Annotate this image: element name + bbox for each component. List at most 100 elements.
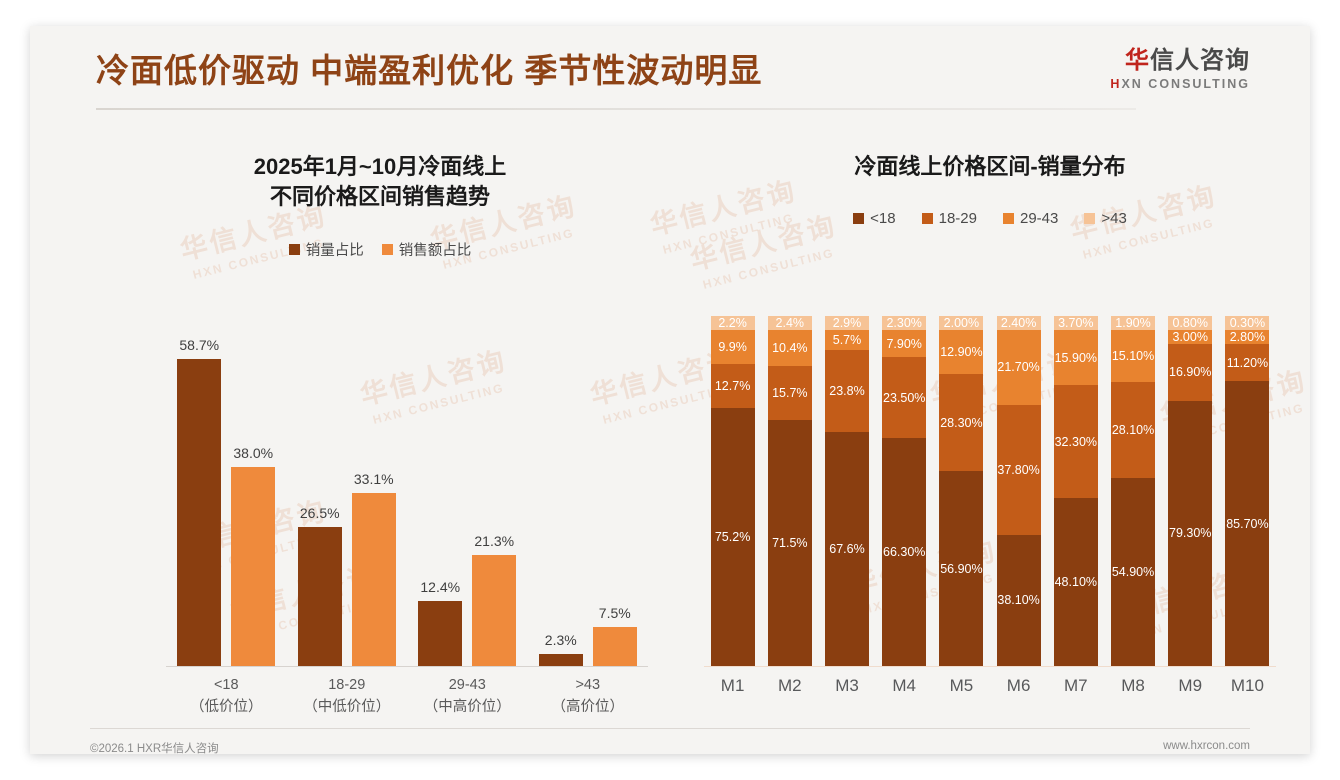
x-tick-label-M8: M8 xyxy=(1121,676,1145,695)
stacked-bar[interactable]: 0.80% 3.00% 16.90% 79.30% xyxy=(1168,316,1213,666)
stack-segment-29-43[interactable]: 15.90% xyxy=(1053,330,1098,386)
stack-segment-29-43[interactable]: 7.90% xyxy=(882,330,927,358)
stack-segment->43[interactable]: 2.2% xyxy=(710,316,755,330)
grouped-bar-plot-area: 58.7% 38.0% 26.5% 33.1% 12.4% 21.3% 2.3% 7.5% xyxy=(166,326,648,666)
stack-segment-29-43[interactable]: 15.10% xyxy=(1111,330,1156,382)
legend-item-销售额占比[interactable]: 销售额占比 xyxy=(381,239,471,260)
stack-segment-18-29[interactable]: 12.7% xyxy=(710,364,755,408)
bar-group: 2.3% 7.5% xyxy=(528,326,649,666)
legend-swatch-icon xyxy=(1003,212,1014,224)
chart-title-sales-trend: 2025年1月~10月冷面线上 不同价格区间销售趋势 xyxy=(70,130,690,211)
stack-segment->43[interactable]: 0.80% xyxy=(1168,316,1213,330)
stacked-bar[interactable]: 2.30% 7.90% 23.50% 66.30% xyxy=(882,316,927,666)
bar-销量占比->43[interactable]: 2.3% xyxy=(538,326,583,666)
header-divider xyxy=(96,108,1136,110)
stack-segment-18-29[interactable]: 23.8% xyxy=(825,349,869,433)
stack-segment-29-43[interactable]: 2.80% xyxy=(1225,330,1270,344)
stack-segment-<18[interactable]: 71.5% xyxy=(767,419,812,666)
stack-segment-18-29[interactable]: 28.30% xyxy=(939,374,984,472)
stacked-bar[interactable]: 2.00% 12.90% 28.30% 56.90% xyxy=(939,316,984,666)
bar-value-label: 2.3% xyxy=(544,632,577,648)
stack-value-label: 37.80% xyxy=(997,462,1040,477)
stacked-bar[interactable]: 0.30% 2.80% 11.20% 85.70% xyxy=(1225,316,1270,666)
x-tick-label-18-29: 18-29 （中低价位） xyxy=(287,674,408,719)
stack-segment-29-43[interactable]: 12.90% xyxy=(939,330,984,375)
stack-value-label: 85.70% xyxy=(1226,516,1269,531)
bar-fill xyxy=(351,493,396,666)
bar-销量占比-<18[interactable]: 58.7% xyxy=(177,326,222,666)
stacked-bar[interactable]: 1.90% 15.10% 28.10% 54.90% xyxy=(1111,316,1156,666)
stacked-bar[interactable]: 3.70% 15.90% 32.30% 48.10% xyxy=(1053,316,1098,667)
stack-segment-29-43[interactable]: 5.7% xyxy=(825,330,869,350)
stack-segment-<18[interactable]: 79.30% xyxy=(1168,400,1213,666)
stack-segment->43[interactable]: 2.9% xyxy=(825,316,869,330)
stack-value-label: 28.30% xyxy=(940,415,983,430)
bar-销售额占比-29-43[interactable]: 21.3% xyxy=(472,326,517,666)
x-tick-main: <18 xyxy=(213,677,239,693)
stack-segment-<18[interactable]: 66.30% xyxy=(882,437,927,666)
stacked-bar[interactable]: 2.2% 9.9% 12.7% 75.2% xyxy=(710,316,755,666)
stack-segment-<18[interactable]: 56.90% xyxy=(939,471,984,666)
stack-segment->43[interactable]: 2.40% xyxy=(996,316,1041,330)
x-tick-label-M7: M7 xyxy=(1064,676,1088,695)
stack-segment->43[interactable]: 0.30% xyxy=(1225,316,1270,330)
stack-segment->43[interactable]: 2.30% xyxy=(882,316,927,330)
stack-segment-18-29[interactable]: 32.30% xyxy=(1053,385,1098,499)
stack-value-label: 2.4% xyxy=(775,316,805,330)
bar-销售额占比-18-29[interactable]: 33.1% xyxy=(351,326,396,666)
legend-item-18-29[interactable]: 18-29 xyxy=(921,210,977,227)
stacked-column-M4: 2.30% 7.90% 23.50% 66.30% xyxy=(876,316,933,666)
stacked-column-M1: 2.2% 9.9% 12.7% 75.2% xyxy=(704,316,761,666)
footer-website: www.hxrcon.com xyxy=(1163,740,1250,752)
bar-销量占比-18-29[interactable]: 26.5% xyxy=(297,326,342,666)
x-axis-line-right xyxy=(704,666,1276,667)
chart-title-line-1: 冷面线上价格区间-销量分布 xyxy=(854,154,1126,179)
stacked-bar-chart: 2.2% 9.9% 12.7% 75.2% 2.4% 10.4% 15.7% 71.5% 2.9… xyxy=(690,316,1290,736)
stack-segment-<18[interactable]: 54.90% xyxy=(1111,477,1156,666)
x-tick-label-M9: M9 xyxy=(1178,676,1203,695)
x-tick-label-M3: M3 xyxy=(835,676,859,695)
bar-fill xyxy=(592,627,637,666)
stacked-bar[interactable]: 2.9% 5.7% 23.8% 67.6% xyxy=(825,316,869,666)
stacked-column-M9: 0.80% 3.00% 16.90% 79.30% xyxy=(1162,316,1219,666)
stack-segment-<18[interactable]: 38.10% xyxy=(996,534,1041,666)
logo-en-red-char: H xyxy=(1110,77,1122,92)
stack-segment-<18[interactable]: 75.2% xyxy=(710,407,755,666)
stack-value-label: 79.30% xyxy=(1169,526,1212,541)
stack-segment-18-29[interactable]: 23.50% xyxy=(882,357,927,438)
x-tick-label-M6: M6 xyxy=(1006,676,1031,695)
stack-segment-29-43[interactable]: 9.9% xyxy=(710,330,755,365)
legend-item-29-43[interactable]: 29-43 xyxy=(1003,210,1058,227)
legend-item->43[interactable]: >43 xyxy=(1084,210,1127,227)
x-tick-main: >43 xyxy=(575,677,601,693)
stack-segment-<18[interactable]: 48.10% xyxy=(1053,498,1098,667)
bar-销售额占比-<18[interactable]: 38.0% xyxy=(231,326,276,666)
stack-segment->43[interactable]: 2.00% xyxy=(939,316,984,330)
bar-value-label: 21.3% xyxy=(474,533,515,549)
stack-segment-18-29[interactable]: 16.90% xyxy=(1168,344,1213,401)
legend-label: 29-43 xyxy=(1020,209,1059,227)
stack-segment-18-29[interactable]: 37.80% xyxy=(996,404,1041,535)
stack-segment-18-29[interactable]: 28.10% xyxy=(1111,381,1156,478)
stack-segment-<18[interactable]: 67.6% xyxy=(825,432,869,666)
stacked-bar[interactable]: 2.40% 21.70% 37.80% 38.10% xyxy=(996,316,1041,666)
stack-segment->43[interactable]: 3.70% xyxy=(1053,316,1098,330)
stack-segment-18-29[interactable]: 15.7% xyxy=(767,365,812,420)
stacked-column-M5: 2.00% 12.90% 28.30% 56.90% xyxy=(933,316,990,666)
legend-item-销量占比[interactable]: 销量占比 xyxy=(288,239,364,260)
slide-header: 冷面低价驱动 中端盈利优化 季节性波动明显 华信人咨询 HXN CONSULTI… xyxy=(30,26,1310,118)
x-axis-labels-left: <18 （低价位） 18-29 （中低价位） 29-43 （中高价位） >43 （高价位） xyxy=(166,674,648,719)
stack-segment-<18[interactable]: 85.70% xyxy=(1225,381,1270,666)
legend-item-<18[interactable]: <18 xyxy=(853,210,896,227)
stack-segment-29-43[interactable]: 3.00% xyxy=(1168,330,1213,344)
stack-segment->43[interactable]: 2.4% xyxy=(767,316,812,330)
bar-group: 12.4% 21.3% xyxy=(407,326,528,666)
stack-segment-29-43[interactable]: 21.70% xyxy=(996,330,1041,405)
stack-segment-29-43[interactable]: 10.4% xyxy=(767,330,812,366)
stack-segment-18-29[interactable]: 11.20% xyxy=(1225,344,1270,382)
bar-销量占比-29-43[interactable]: 12.4% xyxy=(418,326,463,666)
stacked-bar[interactable]: 2.4% 10.4% 15.7% 71.5% xyxy=(767,316,812,666)
stack-segment->43[interactable]: 1.90% xyxy=(1111,316,1156,330)
bar-销售额占比->43[interactable]: 7.5% xyxy=(592,326,637,666)
bar-fill xyxy=(231,467,276,666)
